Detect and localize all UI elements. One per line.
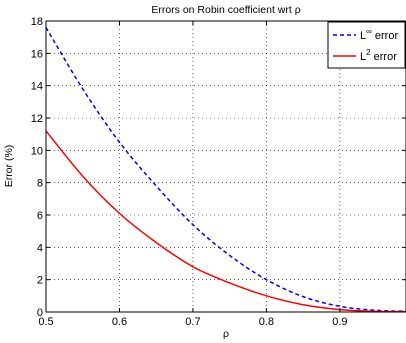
y-tick-label: 16 bbox=[31, 48, 43, 60]
y-tick-label: 14 bbox=[31, 81, 43, 93]
grid bbox=[46, 21, 406, 312]
legend-label: L∞ error bbox=[360, 27, 398, 42]
series-layer bbox=[45, 27, 406, 313]
plot-frame bbox=[45, 20, 406, 313]
y-tick-label: 2 bbox=[37, 275, 43, 287]
x-tick-label: 0.6 bbox=[112, 316, 127, 328]
legend: L∞ error L2 error bbox=[327, 21, 406, 69]
y-tick-label: 12 bbox=[31, 113, 43, 125]
y-tick-label: 0 bbox=[37, 307, 43, 319]
chart-title: Errors on Robin coefficient wrt ρ bbox=[151, 4, 300, 16]
ticks: 0.5 0.6 0.7 0.8 0.9 0 2 4 6 8 10 12 14 16 18 bbox=[31, 16, 406, 328]
x-tick-label: 0.5 bbox=[38, 316, 53, 328]
series-line-l2 bbox=[45, 130, 406, 313]
series-line-linf bbox=[45, 27, 406, 312]
y-axis-label: Error (%) bbox=[3, 145, 15, 188]
legend-box bbox=[327, 21, 406, 69]
y-tick-label: 8 bbox=[37, 178, 43, 190]
legend-label: L2 error bbox=[360, 48, 397, 63]
x-axis-label: ρ bbox=[223, 328, 229, 340]
x-tick-label: 0.8 bbox=[259, 316, 274, 328]
y-tick-label: 18 bbox=[31, 16, 43, 28]
x-tick-label: 0.9 bbox=[332, 316, 347, 328]
y-tick-label: 10 bbox=[31, 145, 43, 157]
x-tick-label: 0.7 bbox=[185, 316, 200, 328]
plot-background bbox=[46, 21, 406, 312]
y-tick-label: 6 bbox=[37, 210, 43, 222]
y-tick-label: 4 bbox=[37, 242, 43, 254]
